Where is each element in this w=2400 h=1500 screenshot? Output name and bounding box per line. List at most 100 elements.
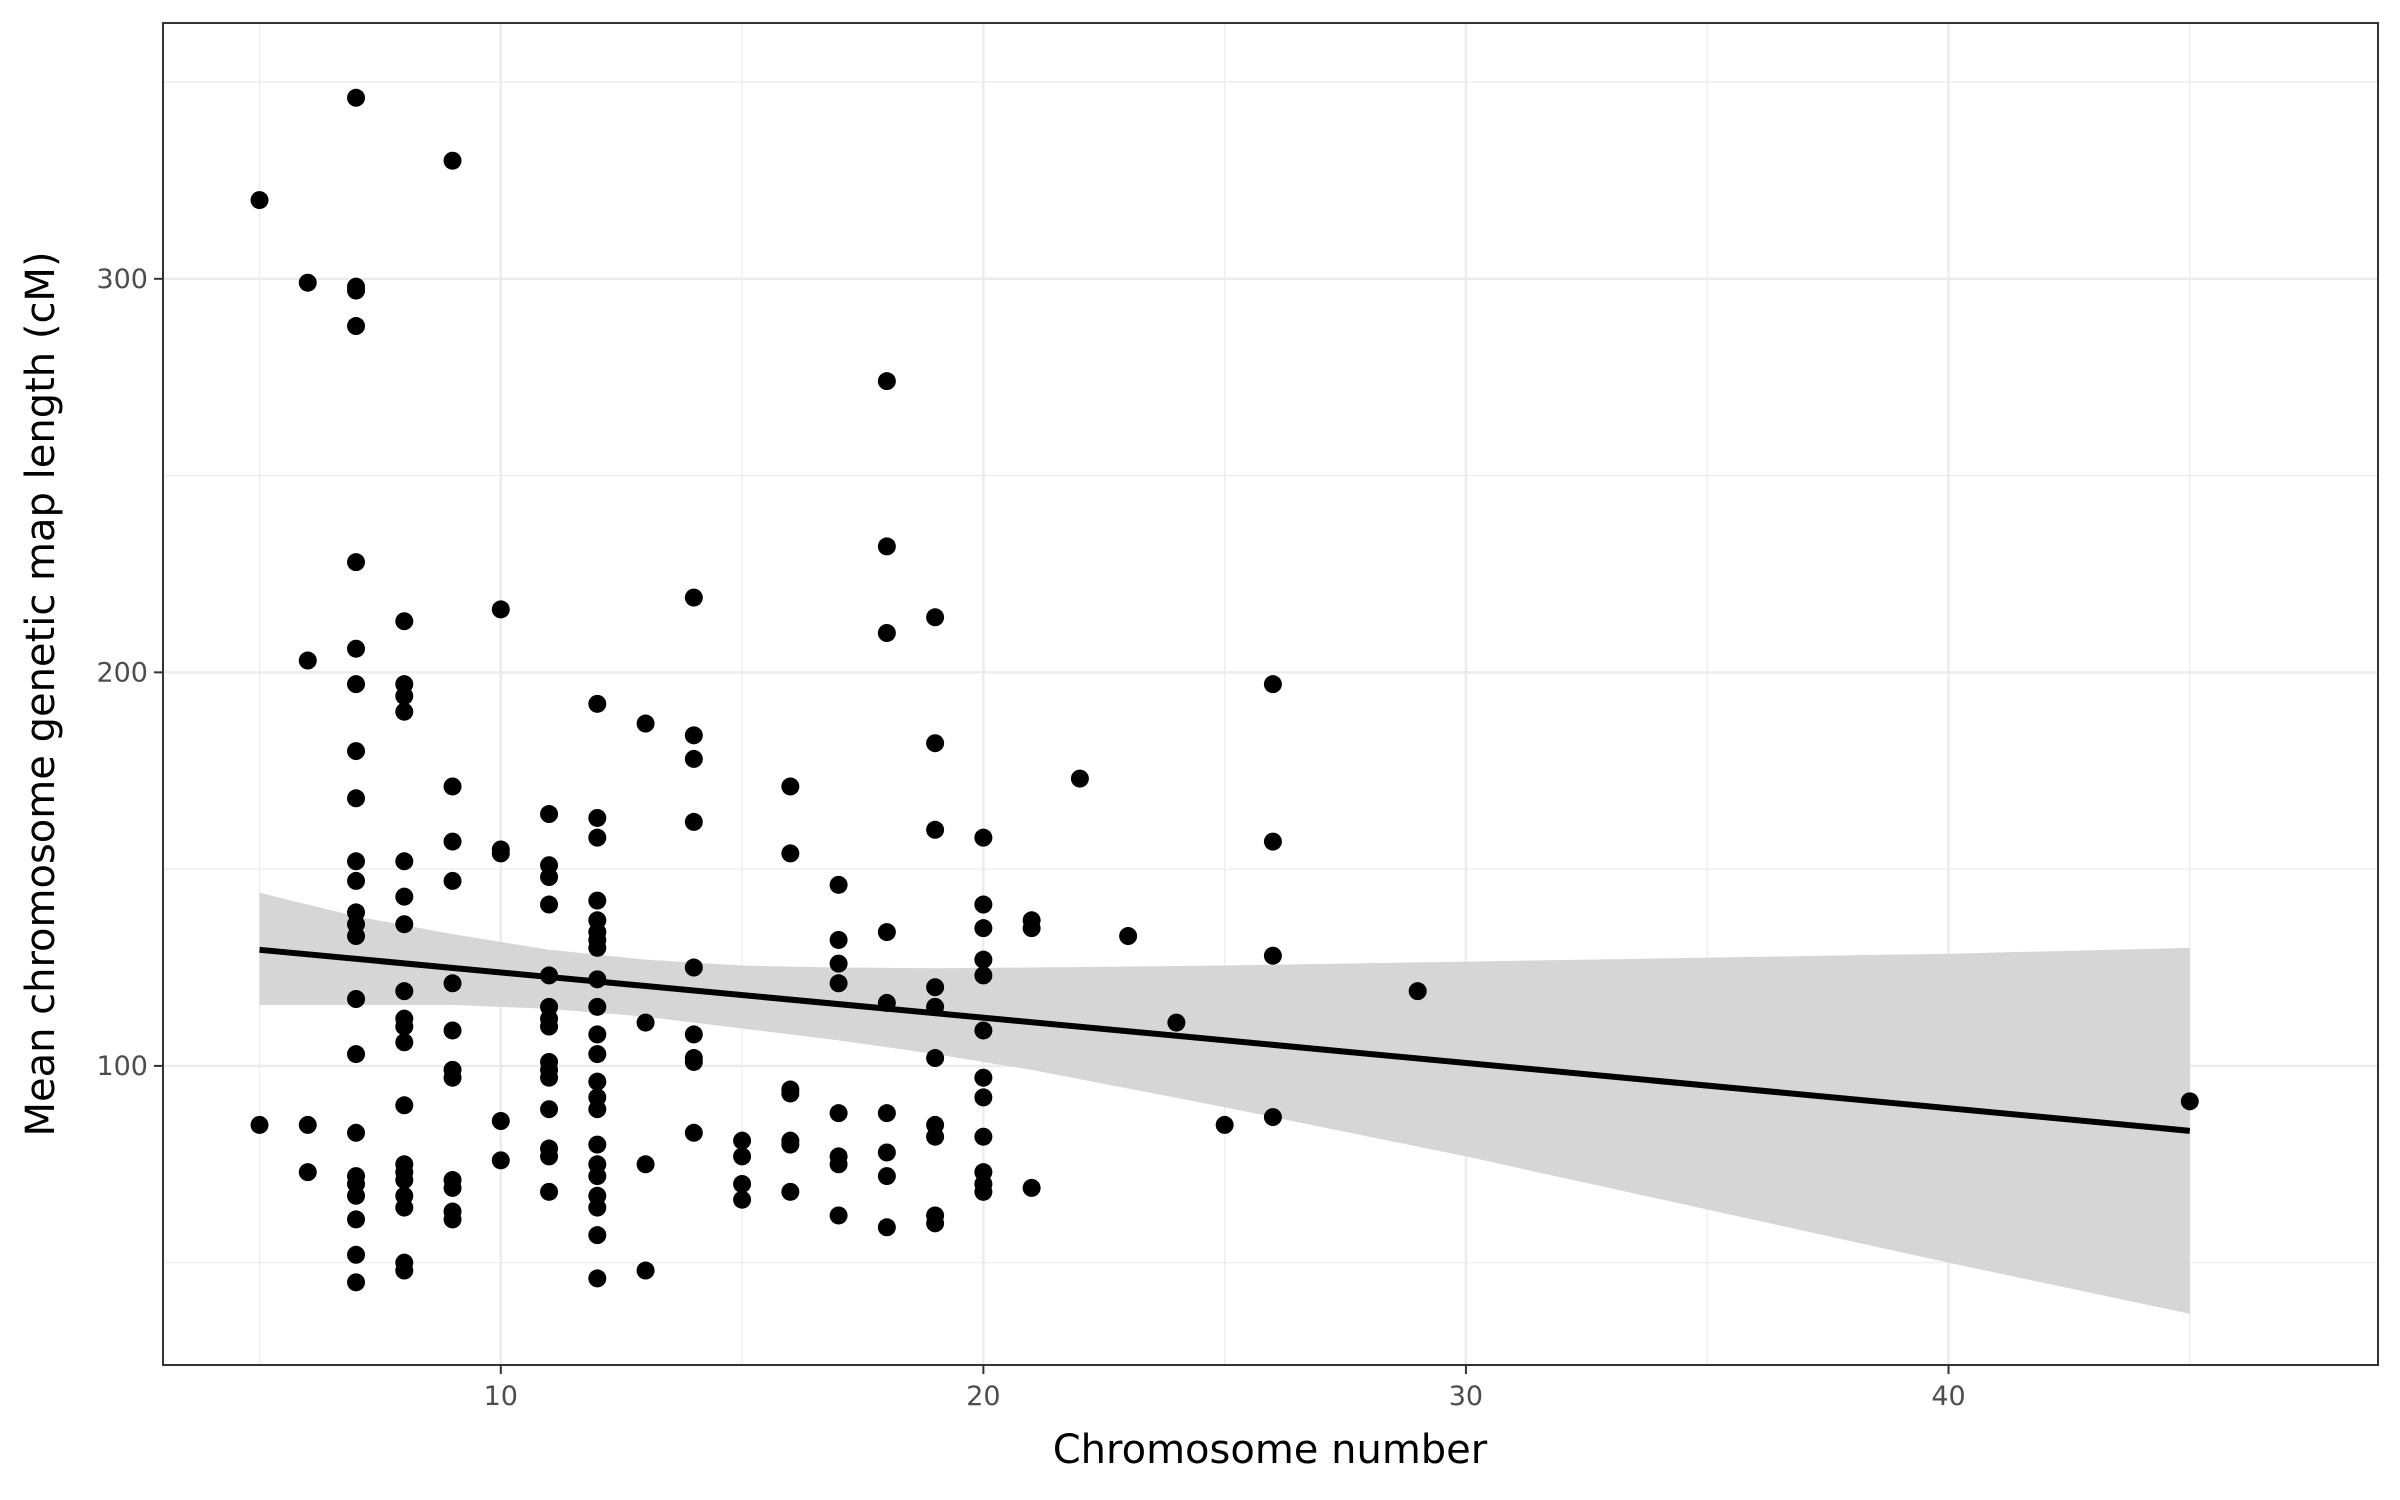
- data-point: [347, 88, 366, 107]
- data-point: [781, 777, 800, 796]
- data-point: [395, 686, 414, 705]
- x-axis-title: Chromosome number: [1053, 1427, 1488, 1473]
- data-point: [877, 372, 896, 391]
- data-point: [926, 734, 945, 753]
- data-point: [974, 1088, 993, 1107]
- data-point: [1022, 919, 1041, 938]
- x-axis: 10 20 30 40: [484, 1365, 1966, 1412]
- data-point: [443, 832, 462, 851]
- data-point: [395, 1261, 414, 1280]
- data-point: [588, 938, 607, 957]
- x-tick-label: 20: [966, 1381, 1000, 1412]
- y-tick-label: 100: [96, 1051, 148, 1082]
- data-point: [926, 1214, 945, 1233]
- data-point: [250, 191, 269, 210]
- data-point: [588, 694, 607, 713]
- data-point: [443, 1210, 462, 1229]
- regression-line: [259, 946, 2191, 1134]
- data-point: [1263, 675, 1282, 694]
- data-points: [250, 88, 2199, 1292]
- data-point: [540, 805, 559, 824]
- data-point: [877, 537, 896, 556]
- data-point: [974, 1068, 993, 1087]
- data-point: [395, 1096, 414, 1115]
- data-point: [347, 1210, 366, 1229]
- data-point: [491, 1151, 510, 1170]
- data-point: [443, 777, 462, 796]
- data-point: [540, 895, 559, 914]
- data-point: [347, 927, 366, 946]
- data-point: [974, 919, 993, 938]
- data-point: [443, 1021, 462, 1040]
- data-point: [684, 812, 703, 831]
- data-point: [395, 1198, 414, 1217]
- y-tick-label: 300: [96, 264, 148, 295]
- data-point: [395, 1033, 414, 1052]
- data-point: [829, 1206, 848, 1225]
- data-point: [347, 1273, 366, 1292]
- data-point: [829, 974, 848, 993]
- data-point: [588, 1269, 607, 1288]
- data-point: [636, 714, 655, 733]
- data-point: [1215, 1115, 1234, 1134]
- data-point: [684, 1025, 703, 1044]
- data-point: [250, 1115, 269, 1134]
- data-point: [347, 553, 366, 572]
- data-point: [347, 1123, 366, 1142]
- data-point: [395, 1017, 414, 1036]
- data-point: [926, 820, 945, 839]
- data-point: [829, 1104, 848, 1123]
- data-point: [395, 982, 414, 1001]
- data-point: [588, 1198, 607, 1217]
- data-point: [395, 887, 414, 906]
- data-point: [781, 1084, 800, 1103]
- data-point: [877, 1218, 896, 1237]
- data-point: [588, 808, 607, 827]
- data-point: [443, 1178, 462, 1197]
- data-point: [974, 895, 993, 914]
- data-point: [733, 1190, 752, 1209]
- data-point: [974, 1127, 993, 1146]
- data-point: [877, 1167, 896, 1186]
- data-point: [347, 1186, 366, 1205]
- data-point: [829, 930, 848, 949]
- data-point: [588, 997, 607, 1016]
- data-point: [2180, 1092, 2199, 1111]
- data-point: [395, 915, 414, 934]
- data-point: [588, 1100, 607, 1119]
- y-axis-title: Mean chromosome genetic map length (cM): [18, 251, 64, 1136]
- data-point: [347, 789, 366, 808]
- data-point: [540, 868, 559, 886]
- data-point: [926, 1127, 945, 1146]
- data-point: [588, 1045, 607, 1064]
- data-point: [491, 1112, 510, 1130]
- data-point: [588, 1226, 607, 1245]
- data-point: [443, 151, 462, 170]
- data-point: [926, 608, 945, 627]
- data-point: [974, 1182, 993, 1201]
- data-point: [347, 317, 366, 336]
- data-point: [733, 1131, 752, 1150]
- data-point: [491, 600, 510, 619]
- data-point: [1167, 1013, 1186, 1032]
- data-point: [298, 1115, 317, 1134]
- data-point: [347, 639, 366, 658]
- data-point: [1022, 1178, 1041, 1197]
- data-point: [395, 612, 414, 631]
- data-point: [491, 844, 510, 863]
- x-tick-label: 10: [484, 1381, 518, 1412]
- data-point: [684, 1052, 703, 1071]
- data-point: [1263, 1108, 1282, 1127]
- panel-border: [162, 22, 2379, 1366]
- data-point: [829, 875, 848, 894]
- data-point: [781, 1135, 800, 1154]
- data-point: [636, 1013, 655, 1032]
- data-point: [588, 1135, 607, 1154]
- data-point: [298, 651, 317, 670]
- data-point: [1263, 946, 1282, 965]
- data-point: [298, 273, 317, 292]
- data-point: [395, 1171, 414, 1190]
- data-point: [781, 1182, 800, 1201]
- data-point: [733, 1147, 752, 1166]
